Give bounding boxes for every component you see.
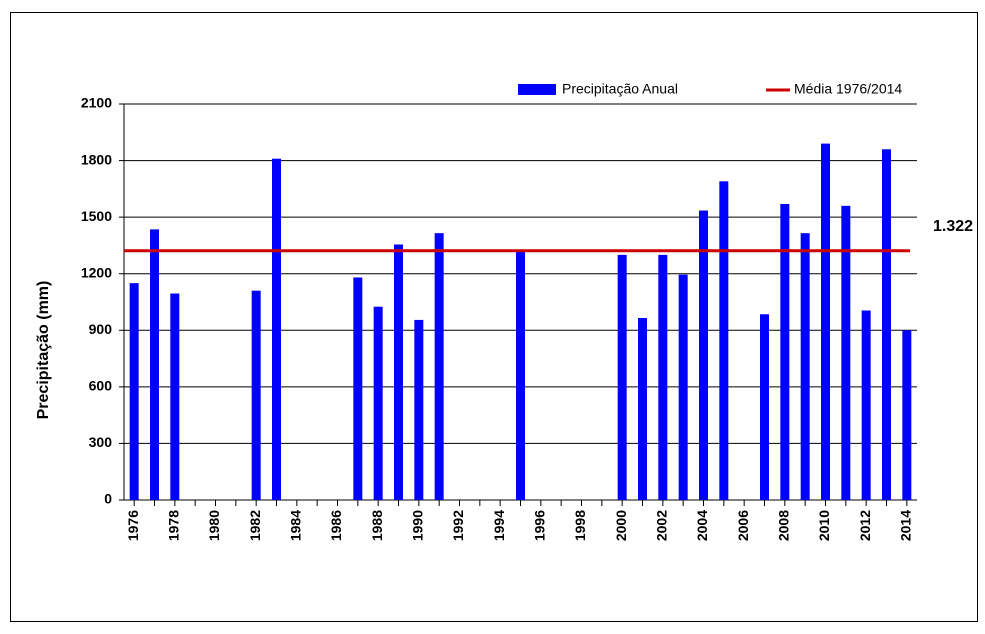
bar: [841, 205, 851, 501]
bar: [800, 233, 810, 500]
bar: [516, 252, 525, 500]
x-tick-label: 1998: [572, 510, 588, 541]
x-tick-label: 2010: [816, 510, 832, 541]
x-tick-label: 1980: [206, 510, 222, 541]
bar: [658, 254, 668, 500]
bar: [780, 203, 790, 500]
bar: [414, 319, 424, 500]
bar: [170, 293, 180, 500]
x-tick-label: 1990: [410, 510, 426, 541]
y-tick-label: 600: [89, 378, 113, 394]
x-tick-label: 2012: [857, 510, 873, 541]
bar: [821, 143, 830, 500]
x-tick-label: 2006: [735, 510, 751, 541]
x-tick-label: 1986: [328, 510, 344, 541]
bar: [272, 158, 281, 500]
x-tick-label: 1992: [450, 510, 466, 541]
bar: [678, 274, 688, 500]
bar: [902, 330, 912, 500]
bar: [434, 233, 444, 500]
x-tick-label: 1978: [166, 510, 182, 541]
mean-label: 1.322: [933, 218, 973, 235]
y-tick-label: 1500: [81, 208, 112, 224]
x-tick-label: 1996: [532, 510, 548, 541]
bar: [251, 290, 261, 500]
y-tick-label: 0: [104, 491, 112, 507]
x-tick-label: 1982: [247, 510, 263, 541]
bar: [719, 181, 729, 501]
bar: [373, 306, 383, 500]
legend-label: Média 1976/2014: [794, 81, 902, 97]
y-tick-label: 1200: [81, 264, 112, 280]
bar: [617, 254, 627, 500]
x-tick-label: 2002: [654, 510, 670, 541]
y-axis-label: Precipitação (mm): [35, 281, 52, 420]
x-tick-label: 2014: [898, 510, 914, 541]
x-tick-label: 2008: [776, 510, 792, 541]
bar: [882, 149, 891, 500]
y-tick-label: 1800: [81, 151, 112, 167]
legend-label: Precipitação Anual: [562, 81, 678, 97]
bar: [760, 314, 769, 500]
bar: [150, 229, 159, 500]
bar: [861, 310, 871, 500]
x-tick-label: 1988: [369, 510, 385, 541]
x-tick-label: 2000: [613, 510, 629, 541]
bar: [638, 318, 647, 500]
bar: [353, 277, 363, 500]
y-tick-label: 900: [89, 321, 113, 337]
y-tick-label: 2100: [81, 95, 112, 111]
y-tick-label: 300: [89, 434, 113, 450]
legend-swatch: [518, 84, 556, 95]
bar: [699, 210, 708, 501]
x-tick-label: 2004: [694, 510, 710, 541]
x-tick-label: 1976: [125, 510, 141, 541]
x-tick-label: 1994: [491, 510, 507, 541]
bar: [129, 283, 139, 500]
bar: [394, 244, 403, 500]
x-tick-label: 1984: [288, 510, 304, 541]
